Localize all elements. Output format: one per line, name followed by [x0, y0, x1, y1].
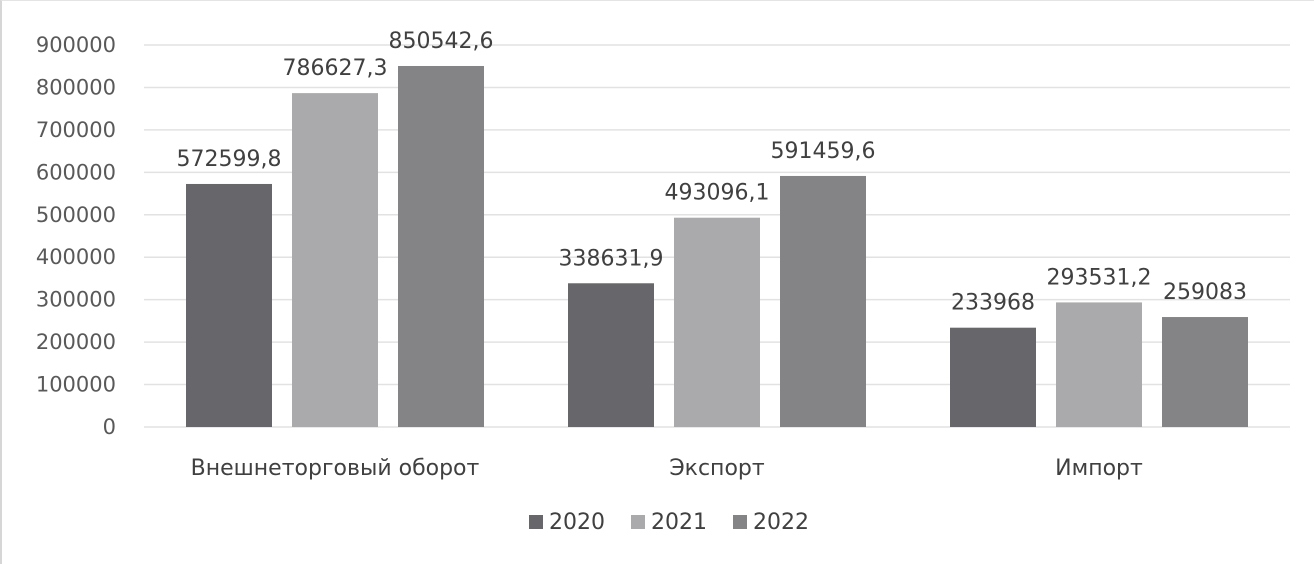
- y-tick-label: 500000: [36, 203, 116, 227]
- y-tick-label: 200000: [36, 330, 116, 354]
- data-label: 786627,3: [283, 56, 388, 81]
- y-tick-label: 700000: [36, 118, 116, 142]
- bar-2022-1: [780, 175, 866, 427]
- y-tick-label: 600000: [36, 160, 116, 184]
- legend-swatch-2020: [529, 515, 543, 529]
- bar-2020-0: [186, 183, 272, 427]
- y-tick-label: 300000: [36, 288, 116, 312]
- bar-2022-0: [398, 65, 484, 428]
- bar-2020-2: [950, 327, 1036, 427]
- data-label: 293531,2: [1047, 265, 1152, 290]
- legend-label: 2022: [753, 510, 809, 535]
- bars: [186, 65, 1248, 428]
- y-axis-ticks: 0 100000 200000 300000 400000 500000 600000 700…: [36, 33, 116, 439]
- data-label: 591459,6: [771, 139, 876, 164]
- category-labels: Внешнеторговый оборот Экспорт Импорт: [191, 456, 1143, 481]
- category-label: Импорт: [1055, 456, 1143, 481]
- category-label: Внешнеторговый оборот: [191, 456, 480, 481]
- data-label: 233968: [951, 291, 1035, 316]
- y-tick-label: 100000: [36, 373, 116, 397]
- legend-swatch-2022: [733, 515, 747, 529]
- legend-label: 2020: [549, 510, 605, 535]
- y-tick-label: 0: [103, 415, 116, 439]
- legend-label: 2021: [651, 510, 707, 535]
- data-label: 572599,8: [177, 147, 282, 172]
- data-label: 850542,6: [389, 29, 494, 54]
- category-label: Экспорт: [669, 456, 765, 481]
- y-tick-label: 400000: [36, 245, 116, 269]
- legend-swatch-2021: [631, 515, 645, 529]
- bar-2021-1: [674, 217, 760, 427]
- bar-2021-0: [292, 93, 378, 427]
- data-label: 493096,1: [665, 181, 770, 206]
- bar-2021-2: [1056, 302, 1142, 427]
- legend: 2020 2021 2022: [529, 510, 809, 535]
- data-label: 259083: [1163, 280, 1247, 305]
- y-tick-label: 800000: [36, 75, 116, 99]
- data-label: 338631,9: [559, 246, 664, 271]
- bar-2020-1: [568, 283, 654, 427]
- y-tick-label: 900000: [36, 33, 116, 57]
- bar-2022-2: [1162, 317, 1248, 427]
